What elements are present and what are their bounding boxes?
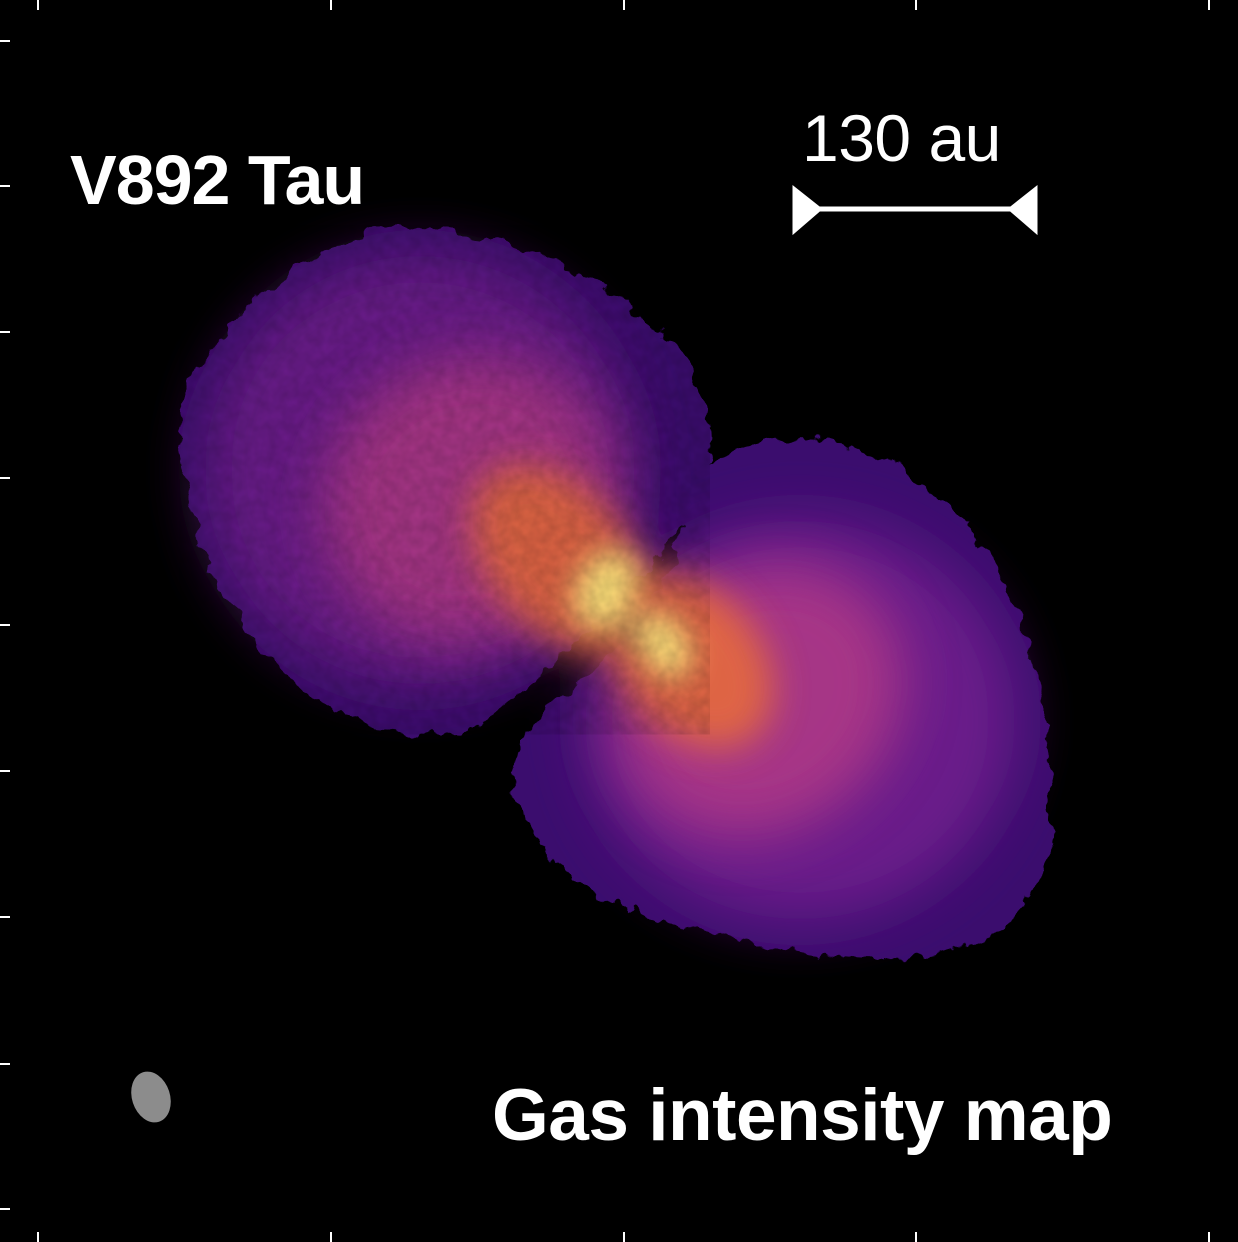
object-name-label: V892 Tau — [70, 141, 365, 219]
scale-bar-left-arrowhead — [792, 184, 823, 236]
central-dark-gap — [616, 622, 640, 642]
beam-ellipse — [131, 1071, 171, 1123]
scale-bar-label: 130 au — [802, 101, 1001, 175]
peak-emission-south — [636, 611, 692, 679]
map-title-label: Gas intensity map — [492, 1075, 1113, 1156]
scale-bar — [792, 184, 1038, 236]
scale-bar-right-arrowhead — [1007, 184, 1038, 236]
axis-ticks — [0, 0, 1210, 1242]
